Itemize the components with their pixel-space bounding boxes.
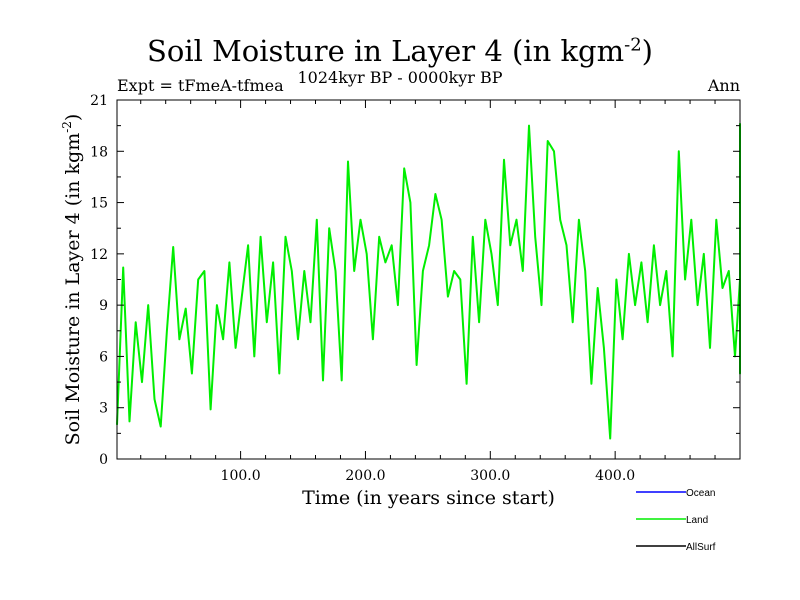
- y-tick-label: 0: [99, 452, 108, 468]
- y-tick-label: 21: [90, 93, 108, 109]
- ticks-layer: [117, 99, 740, 460]
- y-tick-label: 3: [99, 401, 108, 417]
- y-tick-label: 15: [90, 196, 108, 212]
- x-tick-label: 200.0: [345, 468, 385, 484]
- y-tick-label: 9: [99, 298, 108, 314]
- legend-label-ocean: Ocean: [686, 488, 715, 499]
- x-axis-title: Time (in years since start): [302, 487, 555, 509]
- y-tick-label: 18: [90, 144, 108, 160]
- series-line-land: [116, 122, 741, 440]
- chart-title: Soil Moisture in Layer 4 (in kgm-2): [147, 34, 653, 68]
- y-tick-label: 12: [90, 247, 108, 263]
- experiment-label: Expt = tFmeA-tfmea: [117, 76, 284, 95]
- y-axis-title: Soil Moisture in Layer 4 (in kgm-2): [60, 114, 84, 446]
- chart-subtitle: 1024kyr BP - 0000kyr BP: [297, 68, 503, 87]
- x-tick-label: 100.0: [221, 468, 261, 484]
- legend-label-land: Land: [686, 515, 708, 526]
- legend: Ocean Land AllSurf: [636, 488, 716, 553]
- x-tick-label: 300.0: [470, 468, 510, 484]
- x-tick-label: 400.0: [595, 468, 635, 484]
- y-tick-label: 6: [99, 349, 108, 365]
- season-label: Ann: [707, 76, 740, 95]
- series-layer: [116, 122, 741, 440]
- labels-layer: 0 3 6 9 12 15 18 21 100.0 200.0 300.0 400.0 Time (in…: [60, 93, 635, 509]
- legend-label-allsurf: AllSurf: [686, 542, 716, 553]
